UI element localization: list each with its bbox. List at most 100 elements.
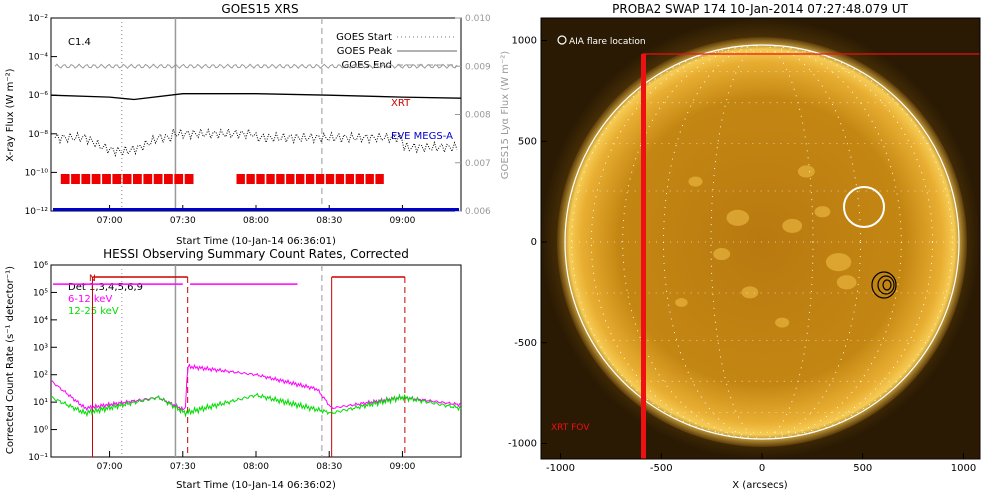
hessi-ytick-label: 10⁵ (33, 288, 48, 298)
graticule-lon (591, 44, 934, 440)
xrt-coverage-block (276, 174, 285, 184)
hessi-legend-det: Det 1,3,4,5,6,9 (68, 282, 143, 293)
xrt-coverage-block (325, 174, 335, 184)
active-region (782, 218, 803, 233)
hessi-xtick-label: 07:30 (170, 462, 196, 472)
goes-xtick-label: 08:30 (316, 216, 342, 226)
goes-eve-label: EVE MEGS-A (391, 131, 453, 142)
swap-plot-frame (540, 17, 981, 460)
goes-y-axis: 10⁻¹² 10⁻¹⁰ 10⁻⁸ 10⁻⁶ 10⁻⁴ 10⁻² (25, 14, 57, 217)
goes-xtick-label: 07:00 (97, 216, 123, 226)
goes-y2tick-label: 0.008 (465, 111, 491, 121)
hessi-xtick-label: 09:00 (389, 462, 415, 472)
xrt-coverage-block (305, 174, 315, 184)
goes-ytick-label: 10⁻² (28, 14, 48, 24)
goes-ytick-label: 10⁻¹² (25, 207, 49, 217)
xrt-fov-left-edge (641, 54, 646, 459)
legend-goes-peak: GOES Peak (337, 46, 392, 57)
hessi-6-12kev-line (50, 363, 462, 412)
xrt-coverage-block (266, 174, 275, 184)
swap-xlabel: X (arcsecs) (732, 480, 788, 491)
xrt-coverage-block (153, 174, 163, 184)
xrt-coverage-block (296, 174, 305, 184)
xrt-coverage-block (365, 174, 374, 184)
goes-lya-line (54, 63, 458, 69)
goes-y2-axis: 0.006 0.007 0.008 0.009 0.010 (455, 14, 491, 217)
active-region (741, 286, 759, 299)
xrt-coverage-block (236, 174, 245, 184)
goes-ytick-label: 10⁻⁶ (28, 91, 48, 101)
active-region (825, 253, 852, 272)
xrt-coverage-block (60, 174, 70, 184)
swap-ytick-label: 0 (531, 237, 537, 248)
goes-xlabel: Start Time (10-Jan-14 06:36:01) (176, 236, 336, 247)
swap-x-axis: -1000 -500 0 500 1000 (546, 453, 976, 474)
hessi-y-axis: 10⁻¹ 10⁰ 10¹ 10² 10³ 10⁴ 10⁵ 10⁶ (28, 261, 57, 463)
swap-xtick-label: 1000 (951, 463, 976, 474)
hessi-xtick-label: 08:30 (316, 462, 342, 472)
goes-xtick-label: 07:30 (170, 216, 196, 226)
xrt-coverage-block (122, 174, 132, 184)
goes-ytick-label: 10⁻⁸ (28, 130, 48, 140)
hessi-legend-low: 6-12 keV (68, 294, 112, 305)
xrt-coverage-block (184, 174, 194, 184)
xrt-coverage-block (246, 174, 255, 184)
xrt-coverage-block (71, 174, 80, 184)
hessi-xtick-label: 08:00 (243, 462, 269, 472)
xrt-coverage-block (174, 174, 184, 184)
legend-goes-end: GOES End (342, 60, 392, 71)
hessi-12-25kev-line (50, 392, 462, 418)
hessi-plot-frame (50, 264, 462, 458)
swap-xtick-label: 500 (853, 463, 872, 474)
xrt-coverage-block (256, 174, 265, 184)
xrt-coverage-block (91, 174, 101, 184)
xrt-coverage-block (375, 174, 384, 184)
hessi-xlabel: Start Time (10-Jan-14 06:36:02) (176, 480, 336, 491)
swap-y-axis: 1000 500 0 -500 -1000 (508, 36, 547, 450)
hessi-xtick-label: 07:00 (97, 462, 123, 472)
swap-image (541, 18, 980, 459)
graticule-lon (710, 44, 814, 440)
xrt-coverage-block (102, 174, 111, 184)
xrt-coverage-block (164, 174, 173, 184)
swap-label-flare: AIA flare location (569, 37, 646, 47)
active-region (675, 298, 688, 307)
hessi-ytick-label: 10⁶ (33, 261, 48, 271)
goes-class-label: C1.4 (68, 37, 91, 48)
hessi-ytick-label: 10² (33, 371, 48, 381)
active-region (797, 165, 815, 178)
goes-low-channel-line (54, 127, 458, 158)
goes-xray-line (50, 93, 462, 101)
swap-xtick-label: -500 (650, 463, 673, 474)
xrt-coverage-block (286, 174, 295, 184)
active-region (713, 248, 731, 261)
xrt-coverage-block (133, 174, 142, 184)
goes-y2tick-label: 0.007 (465, 159, 491, 169)
hessi-legend-high: 12-25 keV (68, 306, 119, 317)
hessi-ytick-label: 10³ (33, 343, 48, 353)
sun-texture (565, 44, 959, 440)
aia-flare-circle (843, 186, 885, 228)
active-region (836, 275, 857, 290)
swap-ytick-label: 1000 (512, 36, 537, 47)
swap-ytick-label: 500 (518, 136, 537, 147)
hessi-title: HESSI Observing Summary Count Rates, Cor… (103, 247, 409, 261)
active-region (814, 206, 831, 218)
xrt-coverage-block (345, 174, 354, 184)
legend-goes-start: GOES Start (336, 32, 392, 43)
limb-circle (564, 44, 960, 440)
hessi-ytick-label: 10¹ (33, 398, 48, 408)
hessi-series (50, 265, 462, 457)
xrt-coverage-block (81, 174, 91, 184)
swap-xtick-label: 0 (759, 463, 765, 474)
active-region (726, 209, 750, 226)
swap-label-fov: XRT FOV (551, 423, 590, 433)
hessi-ytick-label: 10⁻¹ (28, 453, 48, 463)
xrt-coverage-block (315, 174, 325, 184)
goes-xtick-label: 09:00 (389, 216, 415, 226)
goes-ylabel-left: X-ray Flux (W m⁻²) (5, 68, 16, 161)
goes-xtick-label: 08:00 (243, 216, 269, 226)
swap-ytick-label: -500 (514, 338, 537, 349)
goes-y2tick-label: 0.009 (465, 62, 491, 72)
